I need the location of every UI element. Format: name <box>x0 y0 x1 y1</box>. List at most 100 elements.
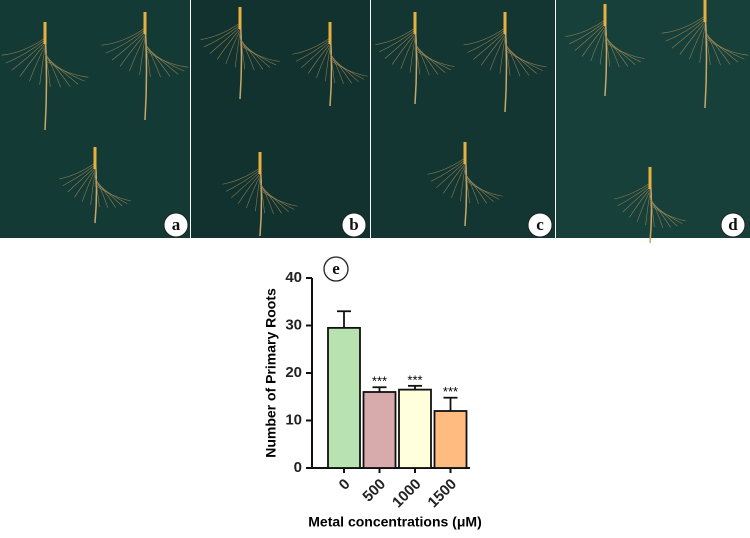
lateral-root <box>463 27 506 46</box>
x-tick-label: 1500 <box>425 476 461 512</box>
lateral-root <box>671 19 706 49</box>
lateral-root <box>144 43 171 77</box>
photo-b <box>191 0 370 238</box>
lateral-root <box>67 166 96 193</box>
lateral-root <box>499 37 506 74</box>
lateral-root <box>665 17 706 42</box>
lateral-root <box>614 182 651 200</box>
lateral-root <box>636 190 651 222</box>
lateral-root <box>101 27 146 46</box>
lateral-root <box>679 21 706 55</box>
lateral-root <box>5 39 46 64</box>
panel-label-circle <box>323 256 349 282</box>
lateral-root <box>504 41 521 77</box>
lateral-root <box>200 22 241 40</box>
lateral-root <box>238 173 261 204</box>
lateral-root <box>239 36 255 71</box>
lateral-root <box>604 37 636 65</box>
shoot <box>703 0 707 22</box>
lateral-root <box>119 33 146 67</box>
lateral-root <box>139 37 146 75</box>
lateral-root <box>604 35 629 67</box>
lateral-root <box>74 168 96 198</box>
shoot <box>43 22 47 44</box>
significance-label: *** <box>372 374 387 389</box>
lateral-root <box>225 30 241 65</box>
lateral-root <box>44 51 61 88</box>
lateral-root <box>329 59 368 77</box>
lateral-root <box>574 23 606 51</box>
bar <box>433 410 468 469</box>
lateral-root <box>94 176 109 208</box>
lateral-root <box>489 35 506 71</box>
lateral-root <box>259 183 282 214</box>
bar <box>362 391 397 469</box>
photo-c <box>371 0 555 238</box>
lateral-root <box>464 179 503 197</box>
lateral-root <box>216 28 241 60</box>
lateral-root <box>451 165 466 199</box>
panel-label-circle <box>527 212 553 238</box>
lateral-root <box>565 19 606 37</box>
lateral-root <box>325 47 331 82</box>
lateral-root <box>504 43 530 76</box>
y-axis-label: Number of Primary Roots <box>263 288 279 458</box>
lateral-root <box>129 35 146 72</box>
lateral-root <box>649 196 664 228</box>
y-tick-label: 30 <box>285 316 302 333</box>
lateral-root <box>590 27 606 62</box>
lateral-root <box>316 45 331 79</box>
lateral-root <box>464 175 494 203</box>
lateral-root <box>414 41 430 76</box>
lateral-root <box>231 171 261 199</box>
significance-label: *** <box>443 384 458 399</box>
panel-label: a <box>172 215 181 234</box>
lateral-root <box>111 31 146 61</box>
lateral-root <box>375 27 416 45</box>
lateral-root <box>44 59 89 78</box>
lateral-root <box>259 185 289 213</box>
lateral-root <box>329 51 344 85</box>
lateral-root <box>427 157 466 175</box>
panel-label: e <box>332 259 340 278</box>
lateral-root <box>255 177 261 212</box>
lateral-root <box>504 45 537 74</box>
lateral-root <box>94 184 131 202</box>
lateral-root <box>44 53 71 87</box>
lateral-root <box>436 161 466 189</box>
x-axis-label: Metal concentrations (μM) <box>308 514 481 530</box>
shoot <box>238 7 242 29</box>
lateral-root <box>292 37 331 55</box>
lateral-root <box>204 24 241 48</box>
lateral-root <box>295 39 331 62</box>
lateral-root <box>704 37 749 56</box>
shoot <box>328 22 332 44</box>
lateral-root <box>400 35 416 70</box>
lateral-root <box>59 162 96 180</box>
lateral-root <box>504 49 547 68</box>
lateral-root <box>645 192 651 226</box>
lateral-root <box>649 204 686 222</box>
lateral-root <box>414 49 455 67</box>
lateral-root <box>629 188 651 218</box>
significance-label: *** <box>407 372 422 387</box>
lateral-root <box>622 186 651 213</box>
lateral-root <box>246 175 261 209</box>
panel-label-circle <box>341 212 367 238</box>
lateral-root <box>391 33 416 65</box>
lateral-root <box>29 45 46 82</box>
lateral-root <box>443 163 466 194</box>
photo-d <box>556 0 750 238</box>
panel-label-circle <box>720 212 746 238</box>
x-tick-label: 0 <box>336 476 354 494</box>
lateral-root <box>409 37 416 73</box>
lateral-root <box>329 53 352 84</box>
lateral-root <box>44 55 79 85</box>
shoot <box>143 12 147 34</box>
lateral-root <box>209 26 241 54</box>
lateral-root <box>11 41 46 71</box>
panel-label: d <box>728 215 738 234</box>
lateral-root <box>259 181 274 215</box>
panel-label-circle <box>163 212 189 238</box>
